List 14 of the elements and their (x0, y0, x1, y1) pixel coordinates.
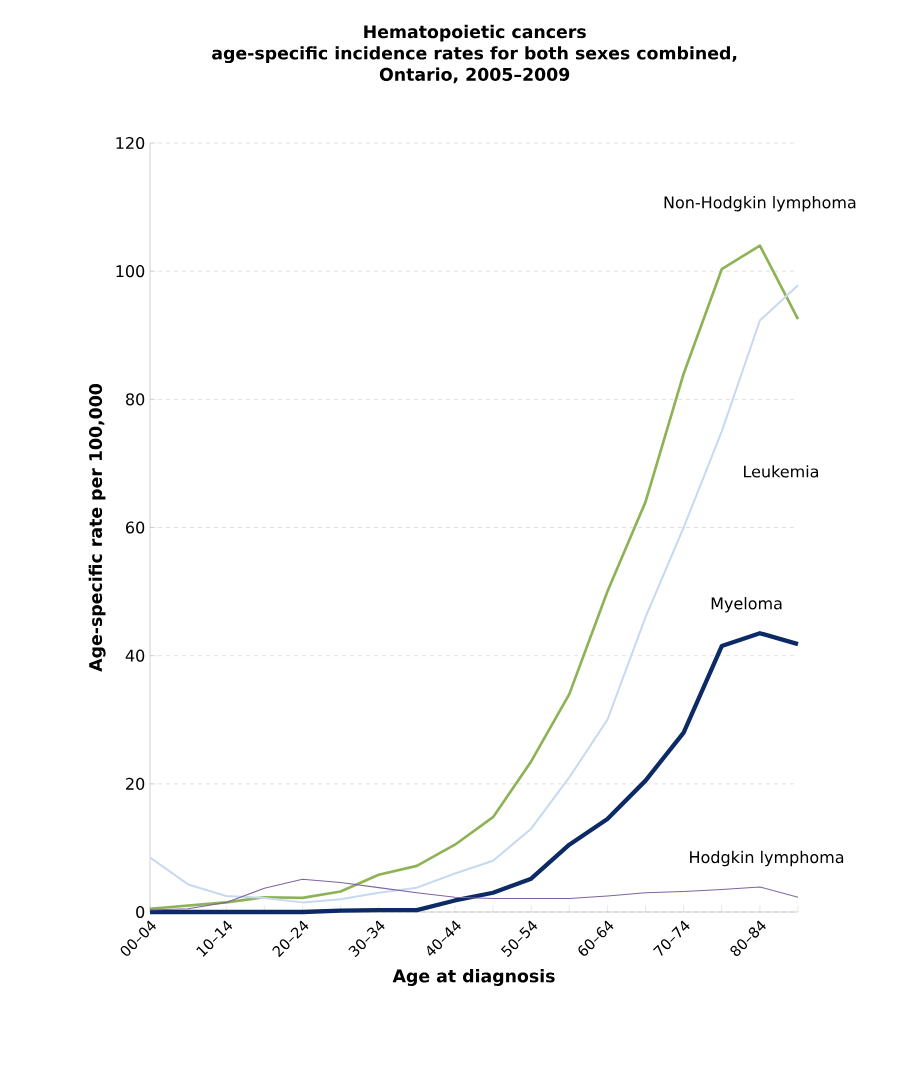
chart-title: Hematopoietic cancers age-specific incidence rates for both sexes combined, Ontario, 2005–2009 (212, 24, 737, 84)
y-tick-label: 20 (126, 777, 145, 790)
y-tick-label: 60 (126, 521, 145, 534)
series-label: Myeloma (711, 597, 782, 613)
y-tick-label: 0 (136, 905, 145, 919)
y-tick-label: 40 (125, 649, 145, 662)
text: Leukemia (744, 465, 818, 478)
y-tick-label: 80 (126, 393, 145, 406)
y-tick-label: 120 (116, 136, 145, 150)
x-axis-title: Age at diagnosis (392, 969, 555, 986)
series-label: Hodgkin lymphoma (690, 850, 844, 867)
y-tick-label: 100 (116, 265, 145, 278)
y-axis-title: Age-specific rate per 100,000 (88, 384, 106, 672)
text: Non-Hodgkin lymphoma (664, 196, 856, 212)
